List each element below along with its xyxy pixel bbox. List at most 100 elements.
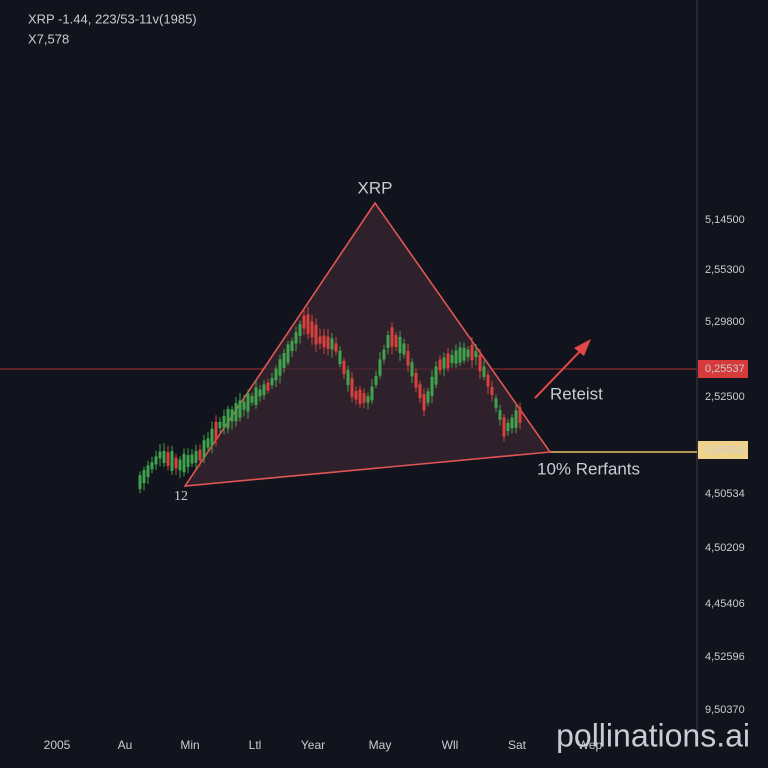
candle-body [246,393,250,412]
candle-body [474,351,478,358]
candle-body [190,454,194,464]
candle-body [394,335,398,347]
header-title: XRP -1.44, 223/53-11v(1985) [28,11,197,26]
candle-body [210,428,214,446]
candle-body [398,336,402,354]
candle-body [330,338,334,350]
candle-body [450,354,454,364]
candle-body [142,470,146,484]
candle-body [186,455,190,467]
price-label: 2,52500 [705,391,745,403]
candle-body [406,350,410,366]
candle-body [166,452,170,466]
candle-body [294,332,298,344]
candle-body [174,457,178,469]
candle-body [306,314,310,334]
candle-body [478,354,482,372]
candle-body [334,343,338,352]
header-subtitle: X7,578 [28,31,69,46]
price-label: 4,50209 [705,542,745,554]
candle-body [258,389,262,397]
candle-body [378,359,382,376]
candle-body [274,368,278,381]
price-label: 4,52596 [705,651,745,663]
candle-body [346,369,350,386]
price-label: 5,29800 [705,316,745,328]
candle-body [162,450,166,464]
candle-body [226,408,230,429]
candle-body [510,417,514,429]
time-label: 2005 [44,738,71,752]
candle-body [354,391,358,400]
candle-body [402,343,406,355]
triangle-pattern [183,201,552,487]
candle-body [158,451,162,459]
candle-body [326,336,330,349]
candle-body [198,449,202,461]
time-label: Wep [578,738,603,752]
candle-body [178,459,182,471]
candle-body [270,377,274,386]
candle-body [358,389,362,404]
candle-body [370,386,374,401]
candle-body [434,366,438,385]
candle-body [150,462,154,470]
candle-body [494,398,498,408]
candle-body [278,359,282,376]
time-label: Min [180,738,199,752]
candle-body [290,340,294,352]
candle-body [222,416,226,428]
target-annotation: 10% Rerfants [537,459,640,478]
pattern-label: XRP [358,178,393,197]
candle-body [182,453,186,473]
time-label: Year [301,738,325,752]
candle-body [486,375,490,387]
retest-annotation: Reteist [550,384,603,403]
candle-body [194,451,198,463]
candle-body [414,372,418,388]
candle-body [470,344,474,361]
candle-body [454,350,458,364]
candle-body [422,394,426,411]
price-label: 4,50534 [705,488,745,500]
candle-body [350,378,354,397]
price-label: 0,25537 [705,363,745,375]
candle-body [298,324,302,336]
price-tag [698,441,748,459]
candle-body [446,353,450,369]
candle-body [238,400,242,418]
candle-body [302,315,306,329]
candle-body [518,407,522,423]
watermark: pollinations.ai [556,717,750,753]
price-label: 9,50370 [705,704,745,716]
candle-body [338,350,342,365]
candle-body [462,347,466,361]
candle-body [498,410,502,420]
candle-body [382,349,386,360]
candle-body [458,347,462,363]
candle-body [146,465,150,478]
candle-body [410,362,414,377]
candle-body [282,353,286,368]
candle-body [318,336,322,344]
candle-body [202,440,206,458]
candle-body [314,324,318,345]
candle-body [514,410,518,428]
candle-body [310,321,314,338]
price-label: 0,54310 [705,444,745,456]
candle-body [374,375,378,386]
candle-body [438,359,442,371]
price-labels: 5,14500 2,55300 5,29800 0,25537 2,52500 0,543… [698,214,748,716]
candle-body [250,396,254,403]
candle-body [254,387,258,406]
time-label: May [369,738,392,752]
candle-body [502,417,506,437]
candle-body [242,401,246,410]
candle-body [366,396,370,403]
time-label: Sat [508,738,527,752]
time-labels: 2005 Au Min Ltl Year May Wll Sat Wep [44,738,603,752]
candle-body [138,475,142,489]
candle-body [214,421,218,441]
candle-body [262,384,266,396]
